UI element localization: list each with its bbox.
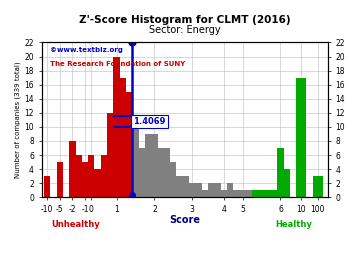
Bar bbox=[164, 148, 170, 197]
Bar bbox=[76, 155, 82, 197]
Bar bbox=[57, 162, 63, 197]
Bar bbox=[113, 56, 120, 197]
Bar bbox=[202, 190, 208, 197]
Bar bbox=[214, 183, 221, 197]
Bar bbox=[145, 134, 151, 197]
Bar bbox=[239, 190, 246, 197]
X-axis label: Score: Score bbox=[169, 215, 200, 225]
Text: Healthy: Healthy bbox=[275, 220, 312, 229]
Bar bbox=[151, 134, 158, 197]
Bar bbox=[252, 190, 258, 197]
Bar bbox=[120, 78, 126, 197]
Bar bbox=[265, 190, 271, 197]
Bar bbox=[126, 92, 132, 197]
Y-axis label: Number of companies (339 total): Number of companies (339 total) bbox=[15, 62, 22, 178]
Bar bbox=[296, 78, 306, 197]
Bar bbox=[176, 176, 183, 197]
Bar bbox=[132, 127, 139, 197]
Bar bbox=[312, 176, 323, 197]
Bar bbox=[284, 169, 290, 197]
Bar bbox=[44, 176, 50, 197]
Bar bbox=[94, 169, 101, 197]
Bar bbox=[246, 190, 252, 197]
Bar bbox=[69, 141, 76, 197]
Bar bbox=[271, 190, 277, 197]
Bar bbox=[195, 183, 202, 197]
Bar bbox=[82, 162, 88, 197]
Bar bbox=[88, 155, 94, 197]
Bar bbox=[221, 190, 227, 197]
Bar bbox=[183, 176, 189, 197]
Text: Unhealthy: Unhealthy bbox=[51, 220, 100, 229]
Bar bbox=[258, 190, 265, 197]
Bar bbox=[107, 113, 113, 197]
Bar bbox=[189, 183, 195, 197]
Bar bbox=[101, 155, 107, 197]
Bar bbox=[277, 148, 284, 197]
Text: Sector: Energy: Sector: Energy bbox=[149, 25, 220, 35]
Bar bbox=[233, 190, 239, 197]
Bar bbox=[158, 148, 164, 197]
Text: ©www.textbiz.org: ©www.textbiz.org bbox=[50, 47, 123, 53]
Bar bbox=[208, 183, 214, 197]
Bar bbox=[227, 183, 233, 197]
Bar bbox=[139, 148, 145, 197]
Bar bbox=[170, 162, 176, 197]
Text: The Research Foundation of SUNY: The Research Foundation of SUNY bbox=[50, 61, 185, 67]
Title: Z'-Score Histogram for CLMT (2016): Z'-Score Histogram for CLMT (2016) bbox=[79, 15, 291, 25]
Text: 1.4069: 1.4069 bbox=[133, 117, 166, 126]
